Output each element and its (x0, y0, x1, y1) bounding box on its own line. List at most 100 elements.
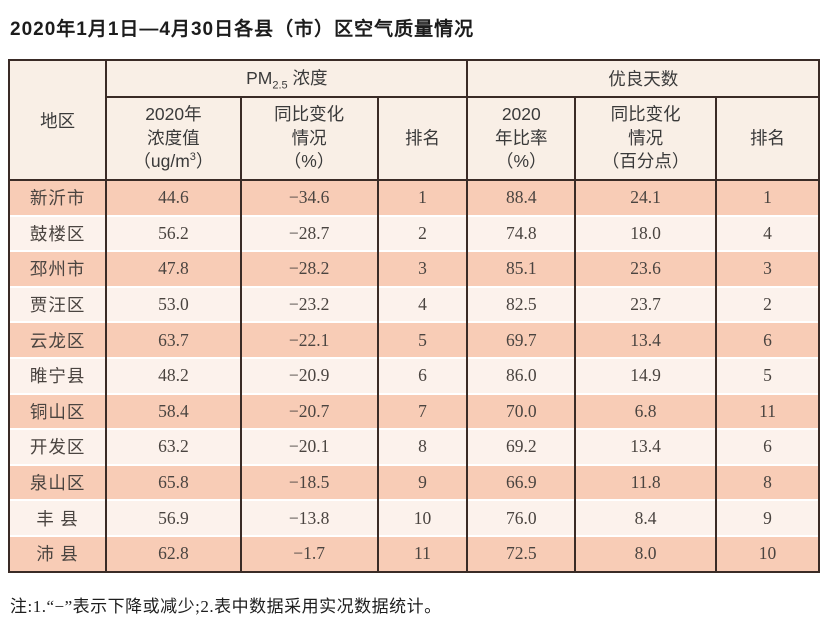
region-cell: 丰 县 (7, 499, 108, 536)
pm-value-cell: 47.8 (105, 250, 242, 287)
good-ratio-cell: 85.1 (466, 250, 577, 287)
good-ratio-cell: 70.0 (466, 392, 577, 430)
pm-label-suffix: 浓度 (287, 68, 328, 89)
table-row: 泉山区 65.8 −18.5 9 66.9 11.8 8 (7, 463, 820, 501)
header-good-ratio: 2020 年比率 （%） (466, 97, 577, 181)
pm-rank-cell: 6 (376, 356, 469, 394)
pm-value-cell: 62.8 (105, 534, 242, 572)
good-ratio-cell: 72.5 (466, 534, 577, 572)
pm-change-cell: −13.8 (239, 499, 379, 536)
pm-rank-cell: 3 (376, 250, 469, 287)
good-change-cell: 14.9 (574, 356, 718, 394)
table-row: 睢宁县 48.2 −20.9 6 86.0 14.9 5 (7, 356, 820, 394)
pm-value-cell: 63.7 (105, 321, 242, 358)
table-row: 邳州市 47.8 −28.2 3 85.1 23.6 3 (7, 250, 820, 287)
good-rank-cell: 8 (715, 463, 820, 501)
good-ratio-cell: 74.8 (466, 214, 577, 252)
good-rank-cell: 9 (715, 499, 820, 536)
header-group-good-days: 优良天数 (466, 60, 820, 98)
pm-change-cell: −34.6 (239, 180, 379, 216)
pm-rank-cell: 11 (376, 534, 469, 572)
region-cell: 鼓楼区 (7, 214, 108, 252)
table-row: 开发区 63.2 −20.1 8 69.2 13.4 6 (7, 428, 820, 465)
good-ratio-cell: 76.0 (466, 499, 577, 536)
good-rank-cell: 3 (715, 250, 820, 287)
good-change-cell: 11.8 (574, 463, 718, 501)
pm-rank-cell: 9 (376, 463, 469, 501)
region-cell: 泉山区 (7, 463, 108, 501)
good-change-cell: 23.6 (574, 250, 718, 287)
good-ratio-cell: 82.5 (466, 285, 577, 323)
pm-value-cell: 56.2 (105, 214, 242, 252)
pm-value-cell: 56.9 (105, 499, 242, 536)
table-row: 贾汪区 53.0 −23.2 4 82.5 23.7 2 (7, 285, 820, 323)
region-cell: 睢宁县 (7, 356, 108, 394)
pm-value-cell: 53.0 (105, 285, 242, 323)
good-change-cell: 13.4 (574, 321, 718, 358)
region-cell: 云龙区 (7, 321, 108, 358)
good-rank-cell: 11 (715, 392, 820, 430)
pm-change-cell: −22.1 (239, 321, 379, 358)
table-row: 鼓楼区 56.2 −28.7 2 74.8 18.0 4 (7, 214, 820, 252)
pm-rank-cell: 7 (376, 392, 469, 430)
pm-change-cell: −1.7 (239, 534, 379, 572)
header-pm-change: 同比变化 情况 （%） (239, 97, 379, 181)
pm-change-cell: −20.9 (239, 356, 379, 394)
good-ratio-cell: 66.9 (466, 463, 577, 501)
good-ratio-cell: 86.0 (466, 356, 577, 394)
good-change-cell: 13.4 (574, 428, 718, 465)
table-row: 云龙区 63.7 −22.1 5 69.7 13.4 6 (7, 321, 820, 358)
region-cell: 贾汪区 (7, 285, 108, 323)
pm-rank-cell: 4 (376, 285, 469, 323)
table-header: 地区 PM2.5 浓度 优良天数 2020年 浓度值 （ug/m3） 同比变化 情… (7, 60, 820, 181)
pm-subscript: 2.5 (272, 79, 288, 92)
pm-change-cell: −28.2 (239, 250, 379, 287)
pm-change-cell: −18.5 (239, 463, 379, 501)
good-change-cell: 6.8 (574, 392, 718, 430)
table-row: 新沂市 44.6 −34.6 1 88.4 24.1 1 (7, 180, 820, 216)
footnote: 注:1.“−”表示下降或减少;2.表中数据采用实况数据统计。 (10, 596, 442, 616)
pm-value-unit: （ug/m3） (133, 151, 214, 172)
region-cell: 新沂市 (7, 180, 108, 216)
good-change-cell: 18.0 (574, 214, 718, 252)
good-rank-cell: 4 (715, 214, 820, 252)
pm-rank-cell: 8 (376, 428, 469, 465)
good-rank-cell: 2 (715, 285, 820, 323)
good-rank-cell: 6 (715, 428, 820, 465)
good-change-cell: 23.7 (574, 285, 718, 323)
good-ratio-cell: 69.2 (466, 428, 577, 465)
good-ratio-cell: 69.7 (466, 321, 577, 358)
header-region: 地区 (7, 60, 108, 181)
header-pm-value: 2020年 浓度值 （ug/m3） (105, 97, 242, 181)
table-body: 新沂市 44.6 −34.6 1 88.4 24.1 1 鼓楼区 56.2 −28.7 2 74.8 1… (7, 180, 820, 572)
header-good-change: 同比变化 情况 （百分点） (574, 97, 718, 181)
pm-value-cell: 44.6 (105, 180, 242, 216)
pm-change-cell: −20.7 (239, 392, 379, 430)
header-group-pm25: PM2.5 浓度 (105, 60, 469, 98)
pm-value-cell: 58.4 (105, 392, 242, 430)
pm-rank-cell: 1 (376, 180, 469, 216)
region-cell: 沛 县 (7, 534, 108, 572)
pm-rank-cell: 5 (376, 321, 469, 358)
pm-label: PM (246, 68, 273, 89)
region-cell: 邳州市 (7, 250, 108, 287)
header-good-rank: 排名 (715, 97, 820, 181)
good-change-cell: 8.0 (574, 534, 718, 572)
good-ratio-cell: 88.4 (466, 180, 577, 216)
region-cell: 铜山区 (7, 392, 108, 430)
good-rank-cell: 6 (715, 321, 820, 358)
pm-value-cell: 48.2 (105, 356, 242, 394)
pm-value-cell: 65.8 (105, 463, 242, 501)
table-row: 丰 县 56.9 −13.8 10 76.0 8.4 9 (7, 499, 820, 536)
pm-value-label: 2020年 浓度值 (145, 104, 202, 148)
pm-change-cell: −28.7 (239, 214, 379, 252)
good-rank-cell: 5 (715, 356, 820, 394)
good-change-cell: 24.1 (574, 180, 718, 216)
pm-rank-cell: 2 (376, 214, 469, 252)
good-rank-cell: 1 (715, 180, 820, 216)
table-row: 沛 县 62.8 −1.7 11 72.5 8.0 10 (7, 534, 820, 572)
good-rank-cell: 10 (715, 534, 820, 572)
header-pm-rank: 排名 (376, 97, 469, 181)
table-row: 铜山区 58.4 −20.7 7 70.0 6.8 11 (7, 392, 820, 430)
pm-change-cell: −23.2 (239, 285, 379, 323)
